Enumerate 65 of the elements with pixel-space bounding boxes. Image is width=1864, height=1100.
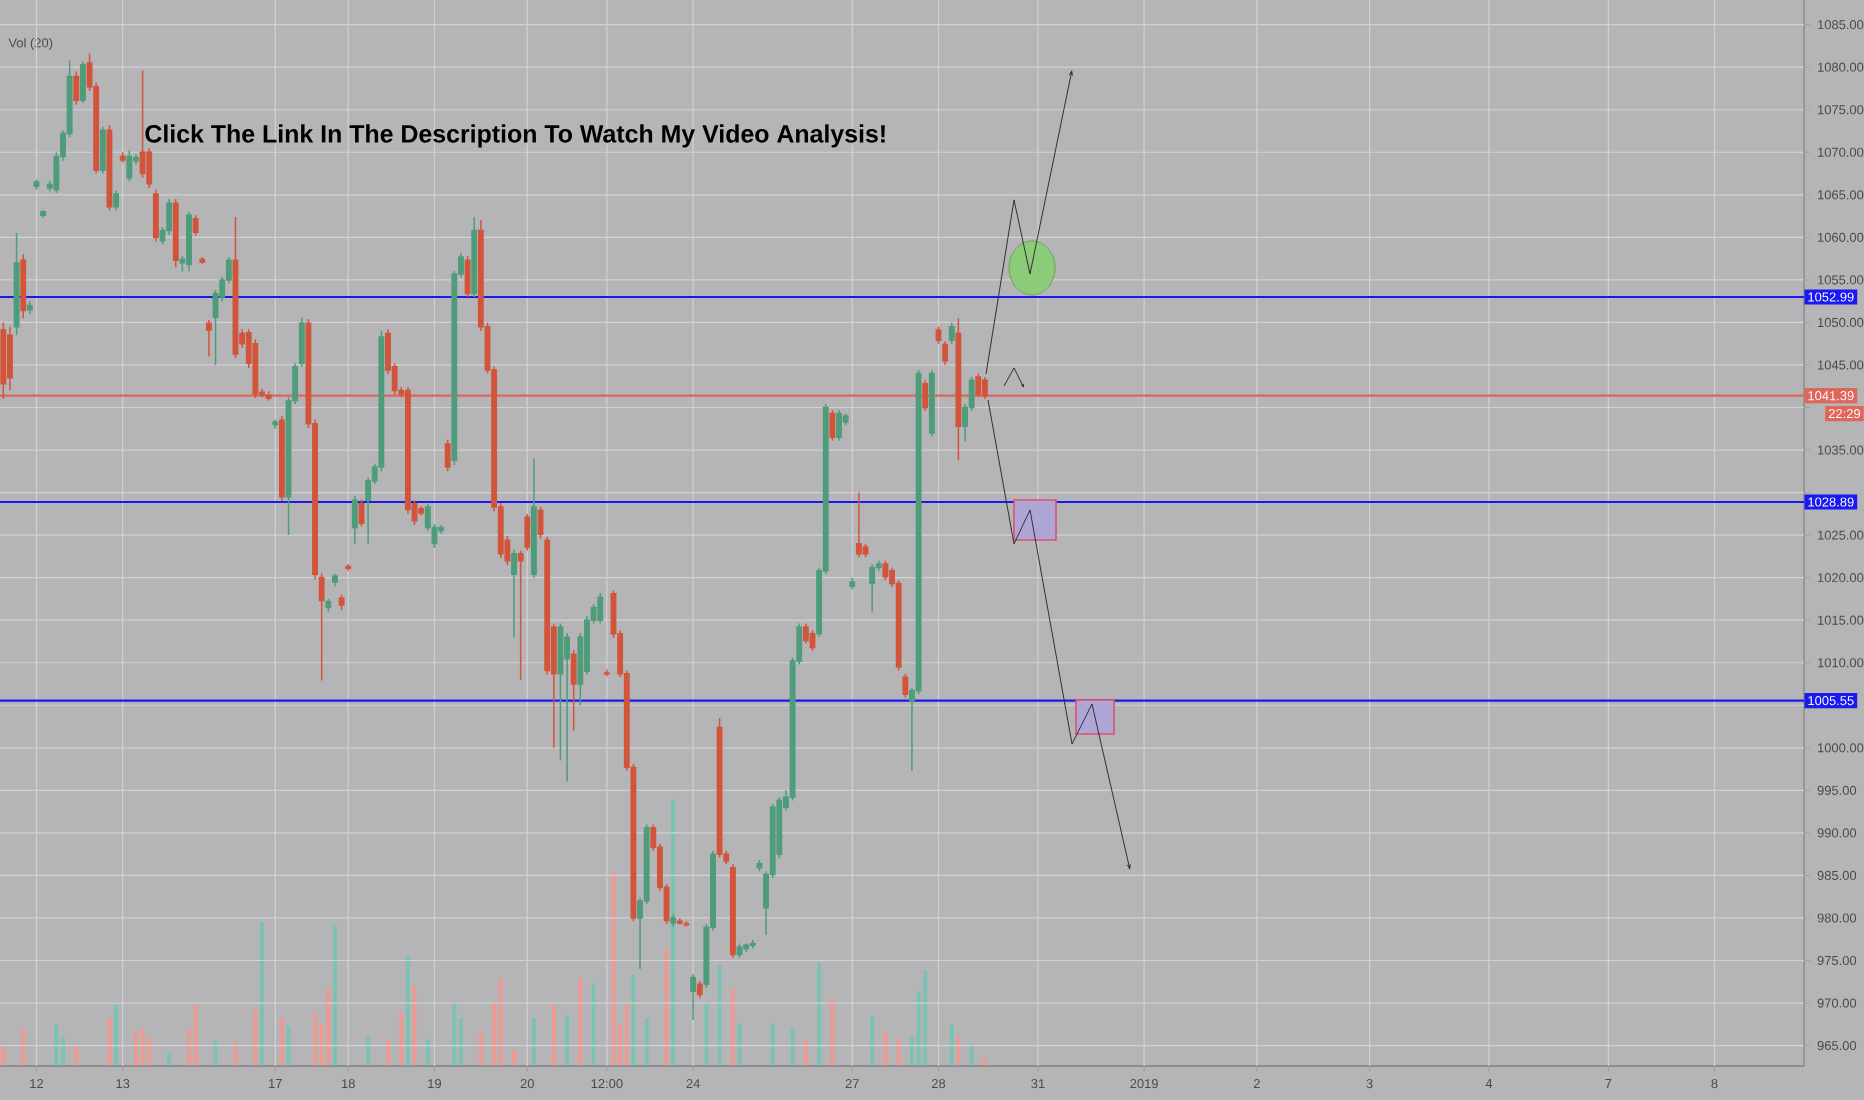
candlestick (829, 409, 836, 442)
candlestick (126, 149, 133, 182)
candlestick (113, 189, 120, 211)
candlestick (729, 863, 736, 959)
candlestick (192, 214, 199, 237)
candlestick (205, 319, 212, 358)
candlestick (676, 917, 683, 926)
candlestick (942, 340, 949, 366)
candlestick (869, 563, 876, 613)
candlestick (597, 592, 604, 625)
candlestick (13, 232, 20, 336)
candlestick (696, 980, 703, 999)
candlestick (716, 717, 723, 859)
candlestick (272, 418, 279, 430)
candlestick (119, 151, 126, 164)
candlestick (79, 60, 86, 104)
candlestick (7, 325, 13, 392)
candlestick (524, 513, 531, 552)
candlestick (517, 549, 524, 681)
candlestick (743, 942, 750, 953)
candlestick (471, 216, 478, 298)
candlestick (928, 369, 935, 438)
candlestick (20, 253, 27, 319)
candlestick (690, 973, 697, 1021)
candlestick (855, 491, 862, 558)
candlestick (802, 622, 809, 644)
candlestick (152, 188, 159, 243)
candlestick (570, 649, 577, 732)
candlestick (464, 255, 471, 298)
candlestick (603, 668, 610, 678)
candlestick (981, 376, 988, 400)
candlestick (345, 563, 352, 572)
candlestick (26, 300, 33, 315)
candlestick (922, 379, 929, 412)
candlestick (749, 939, 756, 950)
candlestick (332, 572, 338, 587)
candlestick (199, 256, 206, 265)
candlestick (849, 576, 856, 591)
candlestick (325, 598, 332, 613)
candlestick (836, 409, 842, 442)
candlestick (338, 593, 345, 611)
candlestick (948, 321, 955, 345)
candlestick (511, 548, 517, 638)
candlestick (444, 439, 451, 473)
candlestick (955, 317, 962, 461)
candlestick (564, 632, 571, 783)
candlestick (975, 372, 982, 399)
candlestick (670, 913, 677, 928)
candlestick (166, 198, 173, 236)
candlestick (0, 321, 7, 400)
candlestick (683, 920, 690, 928)
candlestick (418, 505, 425, 517)
candlestick (530, 457, 537, 579)
candlestick (99, 126, 106, 175)
annotation: Click The Link In The Description To Watch My Video Analysis! (145, 124, 885, 148)
candlestick (902, 673, 909, 699)
candlestick (278, 415, 285, 502)
candlestick (40, 209, 47, 219)
candlestick (186, 211, 192, 273)
candlestick (172, 198, 179, 268)
candlestick (882, 559, 889, 581)
candlestick (265, 390, 272, 402)
candlestick (73, 70, 80, 106)
candlestick (756, 859, 763, 872)
candlestick (351, 495, 358, 545)
